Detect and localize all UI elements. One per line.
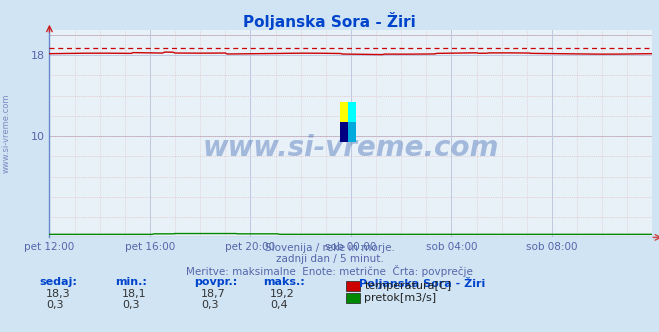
Text: Meritve: maksimalne  Enote: metrične  Črta: povprečje: Meritve: maksimalne Enote: metrične Črta… [186,265,473,277]
Bar [348,102,356,122]
Text: 18,3: 18,3 [46,289,71,299]
Text: 18,7: 18,7 [201,289,226,299]
Text: 0,3: 0,3 [46,300,64,310]
Text: povpr.:: povpr.: [194,277,238,287]
Text: www.si-vreme.com: www.si-vreme.com [2,93,11,173]
Text: 19,2: 19,2 [270,289,295,299]
Text: Poljanska Sora - Žiri: Poljanska Sora - Žiri [243,12,416,30]
Text: 0,3: 0,3 [122,300,140,310]
Text: min.:: min.: [115,277,147,287]
Bar [339,102,348,122]
Text: pretok[m3/s]: pretok[m3/s] [364,293,436,303]
Bar [339,122,348,142]
Text: www.si-vreme.com: www.si-vreme.com [203,134,499,162]
Text: 0,4: 0,4 [270,300,288,310]
Text: Poljanska Sora - Žiri: Poljanska Sora - Žiri [359,277,486,289]
Text: Slovenija / reke in morje.: Slovenija / reke in morje. [264,243,395,253]
Text: maks.:: maks.: [264,277,305,287]
Bar [348,122,356,142]
Text: zadnji dan / 5 minut.: zadnji dan / 5 minut. [275,254,384,264]
Text: 0,3: 0,3 [201,300,219,310]
Text: sedaj:: sedaj: [40,277,77,287]
Text: temperatura[C]: temperatura[C] [364,281,451,291]
Text: 18,1: 18,1 [122,289,146,299]
